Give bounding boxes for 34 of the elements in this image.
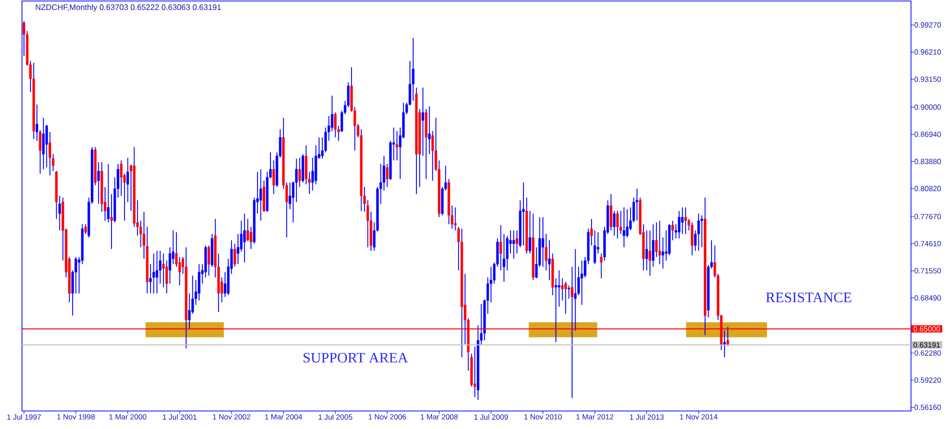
candlestick [613, 210, 616, 236]
candlestick [658, 220, 661, 265]
candlestick [564, 281, 567, 314]
candlestick [512, 230, 515, 260]
annotation: RESISTANCE [766, 292, 852, 302]
candlestick [528, 210, 532, 254]
candlestick [697, 213, 700, 252]
candlestick [422, 87, 424, 156]
candlestick [554, 278, 558, 343]
candlestick [678, 210, 680, 239]
candlestick [648, 230, 652, 276]
candlestick [298, 157, 301, 188]
candlestick [396, 130, 398, 161]
candlestick [412, 38, 414, 102]
candlestick [152, 253, 155, 294]
candlestick [97, 162, 100, 204]
candlestick [568, 284, 570, 300]
candlestick [542, 216, 544, 268]
candlestick [243, 213, 246, 263]
candlestick [622, 206, 626, 248]
candlestick [684, 206, 687, 234]
candlestick [616, 210, 619, 239]
candlestick [681, 206, 684, 234]
candlestick [700, 214, 704, 248]
candlestick [558, 270, 560, 308]
candlestick [259, 168, 262, 222]
annotation: SUPPORT AREA [304, 352, 408, 363]
candlestick [690, 222, 694, 256]
candlestick [198, 264, 200, 301]
candlestick [580, 260, 584, 306]
candlestick [156, 250, 158, 294]
candlestick [636, 188, 638, 222]
candlestick [723, 330, 726, 358]
candlestick [42, 117, 45, 170]
